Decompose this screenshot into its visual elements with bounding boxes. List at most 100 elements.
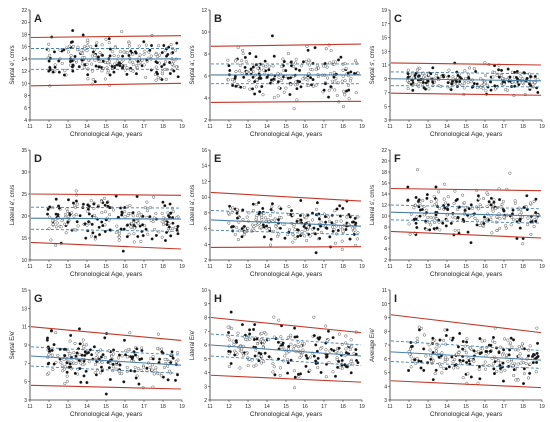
data-point — [74, 189, 78, 193]
data-point — [272, 77, 276, 81]
data-point — [85, 62, 89, 66]
data-point — [46, 207, 50, 211]
data-point — [125, 51, 129, 55]
y-tick-label: 22 — [381, 148, 387, 154]
data-point — [267, 68, 271, 72]
data-point — [524, 361, 528, 365]
data-point — [444, 201, 448, 205]
data-point — [519, 361, 523, 365]
data-point — [293, 375, 297, 379]
data-point — [161, 375, 165, 379]
data-point — [508, 75, 512, 79]
data-point — [501, 199, 505, 203]
data-point — [348, 79, 352, 83]
data-point — [84, 369, 88, 373]
data-point — [233, 76, 237, 80]
data-point — [526, 216, 530, 220]
data-point — [427, 343, 431, 347]
data-point — [532, 225, 536, 229]
data-point — [269, 243, 273, 247]
data-point — [311, 78, 315, 82]
data-point — [63, 365, 67, 369]
x-tick-label: 15 — [463, 124, 469, 130]
data-point — [324, 324, 328, 328]
data-point — [251, 209, 255, 213]
y-tick-label: 15 — [21, 236, 27, 242]
data-point — [287, 205, 291, 209]
data-point — [525, 76, 529, 80]
data-point — [160, 235, 164, 239]
data-point — [271, 370, 275, 374]
panel-e: E 2 4 6 8 10 12 14 16 11 12 13 14 15 16 17 18 19 Chronolog… — [190, 148, 365, 278]
data-point — [536, 354, 540, 358]
data-point — [122, 338, 126, 342]
data-point — [517, 345, 521, 349]
data-point — [406, 185, 410, 189]
x-tick-label: 11 — [207, 264, 212, 270]
data-point — [242, 233, 246, 237]
data-point — [432, 220, 436, 224]
data-point — [305, 356, 309, 360]
data-point — [95, 41, 99, 45]
data-point — [70, 211, 74, 215]
data-point — [300, 64, 304, 68]
data-point — [116, 54, 120, 58]
data-point — [253, 354, 257, 358]
data-point — [299, 354, 303, 358]
data-point — [108, 63, 112, 67]
data-point — [134, 376, 138, 380]
data-point — [307, 58, 311, 62]
x-axis-label: Chronological Age, years — [430, 411, 503, 418]
y-tick-label: 3 — [24, 398, 27, 404]
data-point — [123, 210, 127, 214]
data-point — [515, 69, 519, 73]
data-point — [47, 353, 51, 357]
data-point — [141, 234, 145, 238]
data-point — [114, 231, 118, 235]
x-tick-label: 17 — [141, 404, 147, 410]
data-point — [422, 333, 426, 337]
data-point — [156, 54, 160, 58]
data-point — [312, 315, 316, 319]
data-point — [233, 232, 237, 236]
inner-lower-line — [210, 229, 362, 236]
data-point — [491, 209, 495, 213]
data-point — [86, 77, 90, 81]
data-point — [261, 64, 265, 68]
data-point — [502, 348, 506, 352]
data-point — [286, 371, 290, 375]
data-point — [263, 351, 267, 355]
x-tick-label: 14 — [264, 264, 270, 270]
data-point — [418, 66, 422, 70]
data-point — [493, 84, 497, 88]
data-point — [306, 225, 310, 229]
data-point — [267, 355, 271, 359]
data-point — [98, 371, 102, 375]
y-tick-label: 13 — [381, 49, 387, 55]
data-point — [109, 362, 113, 366]
data-point — [327, 219, 331, 223]
data-point — [156, 346, 160, 350]
data-point — [434, 368, 438, 372]
y-tick-label: 4 — [204, 371, 207, 377]
y-tick-label: 14 — [21, 57, 27, 63]
data-point — [74, 213, 78, 217]
data-point — [115, 224, 119, 228]
data-point — [484, 89, 488, 93]
data-point — [66, 50, 70, 54]
data-point — [73, 54, 77, 58]
data-point — [81, 338, 85, 342]
data-point — [128, 212, 132, 216]
y-tick-label: 2 — [204, 398, 207, 404]
data-point — [487, 200, 491, 204]
data-point — [71, 63, 75, 67]
data-point — [117, 238, 121, 242]
data-point — [327, 95, 331, 99]
data-point — [472, 67, 476, 71]
data-point — [453, 189, 457, 193]
data-point — [236, 237, 240, 241]
y-tick-label: 4 — [384, 247, 387, 253]
data-point — [269, 237, 273, 241]
panel-label: E — [214, 153, 221, 165]
data-point — [469, 375, 473, 379]
